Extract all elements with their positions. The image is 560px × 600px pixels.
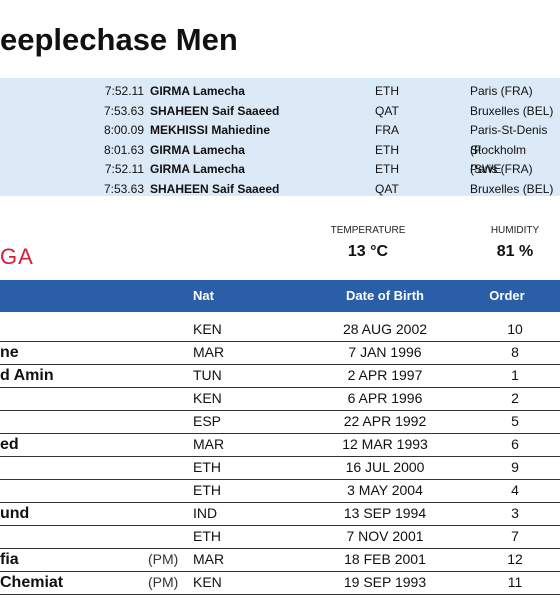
- date-of-birth: 18 FEB 2001: [344, 551, 426, 567]
- record-row: 7:52.11 GIRMA Lamecha ETH Paris (FRA): [0, 82, 560, 102]
- temperature-label: TEMPERATURE: [330, 225, 406, 236]
- humidity: 81 %: [496, 243, 534, 260]
- record-time: 8:00.09: [103, 123, 144, 137]
- record-row: 8:01.63 GIRMA Lamecha ETH Stockholm (SWE: [0, 141, 560, 177]
- record-row: 7:53.63 SHAHEEN Saif Saaeed QAT Bruxelles (…: [0, 180, 560, 200]
- table-row: ne MAR 7 JAN 1996 8: [0, 341, 560, 365]
- pm-flag: (PM): [148, 551, 179, 567]
- record-name: SHAHEEN Saif Saaeed: [150, 181, 280, 196]
- column-header: Date of Birth: [346, 288, 424, 303]
- temperature: 13 °C: [347, 243, 389, 260]
- record-nat: ETH: [375, 142, 399, 157]
- nationality: ETH: [193, 459, 221, 475]
- order: 2: [511, 390, 519, 406]
- table-row: KEN 6 APR 1996 2: [0, 387, 560, 411]
- date-of-birth: 2 APR 1997: [347, 367, 423, 383]
- table-row: ESP 22 APR 1992 5: [0, 410, 560, 434]
- order: 10: [507, 321, 523, 337]
- table-row: ed MAR 12 MAR 1993 6: [0, 433, 560, 457]
- table-row: KEN 28 AUG 2002 10: [0, 318, 560, 342]
- table-row: ETH 3 MAY 2004 4: [0, 479, 560, 503]
- nationality: ETH: [193, 482, 221, 498]
- athlete-name: ne: [0, 344, 19, 361]
- order: 9: [511, 459, 519, 475]
- record-name: MEKHISSI Mahiedine: [150, 123, 271, 137]
- date-of-birth: 7 NOV 2001: [346, 528, 424, 544]
- record-nat: ETH: [375, 162, 399, 176]
- record-place: Stockholm (SWE: [470, 142, 527, 177]
- record-place: Bruxelles (BEL): [470, 181, 554, 196]
- athlete-name: fia: [0, 551, 19, 568]
- athlete-name: ed: [0, 436, 19, 453]
- record-time: 8:01.63: [103, 142, 144, 157]
- table-row: ETH 16 JUL 2000 9: [0, 456, 560, 480]
- record-time: 7:53.63: [103, 181, 144, 196]
- nationality: MAR: [193, 436, 225, 452]
- athlete-name: Chemiat: [0, 574, 64, 591]
- record-name: SHAHEEN Saif Saaeed: [150, 103, 280, 118]
- order: 6: [511, 436, 519, 452]
- date-of-birth: 28 AUG 2002: [342, 321, 428, 337]
- nationality: ETH: [193, 528, 221, 544]
- record-row: 8:00.09 MEKHISSI Mahiedine FRA Paris-St-Den…: [0, 121, 560, 157]
- record-name: GIRMA Lamecha: [150, 142, 245, 157]
- order: 8: [511, 344, 519, 360]
- table-row: fia (PM) MAR 18 FEB 2001 12: [0, 548, 560, 572]
- table-row: ETH 7 NOV 2001 7: [0, 525, 560, 549]
- record-place: Paris (FRA): [470, 162, 533, 176]
- records-box: 7:52.11 GIRMA Lamecha ETH Paris (FRA) 7:53.6…: [0, 78, 560, 196]
- record-time: 7:52.11: [104, 162, 144, 176]
- record-nat: ETH: [375, 84, 399, 98]
- nationality: KEN: [193, 321, 222, 337]
- order: 12: [507, 551, 523, 567]
- date-of-birth: 12 MAR 1993: [342, 436, 428, 452]
- nationality: KEN: [193, 390, 222, 406]
- order: 4: [511, 482, 519, 498]
- record-place: Paris-St-Denis (F: [470, 123, 548, 157]
- order: 5: [511, 413, 519, 429]
- record-row: 7:53.63 SHAHEEN Saif Saaeed QAT Bruxelles (…: [0, 102, 560, 122]
- athlete-name: und: [0, 505, 30, 522]
- record-row: 7:52.11 GIRMA Lamecha ETH Paris (FRA): [0, 160, 560, 180]
- date-of-birth: 13 SEP 1994: [343, 505, 427, 521]
- record-nat: QAT: [375, 103, 399, 118]
- nationality: IND: [193, 505, 218, 521]
- date-of-birth: 19 SEP 1993: [343, 574, 427, 590]
- record-place: Bruxelles (BEL): [470, 103, 554, 118]
- date-of-birth: 16 JUL 2000: [345, 459, 425, 475]
- table-row: und IND 13 SEP 1994 3: [0, 502, 560, 526]
- nationality: KEN: [193, 574, 222, 590]
- order: 3: [511, 505, 519, 521]
- humidity-label: HUMIDITY: [490, 225, 540, 236]
- table-row: Chemiat (PM) KEN 19 SEP 1993 11: [0, 571, 560, 595]
- date-of-birth: 7 JAN 1996: [348, 344, 422, 360]
- table-header: Nat Date of Birth Order: [0, 280, 560, 312]
- record-place: Paris (FRA): [470, 84, 533, 98]
- record-name: GIRMA Lamecha: [150, 84, 245, 98]
- table-row: d Amin TUN 2 APR 1997 1: [0, 364, 560, 388]
- logo: GA: [0, 244, 34, 269]
- nationality: ESP: [193, 413, 222, 429]
- record-nat: QAT: [375, 181, 399, 196]
- date-of-birth: 3 MAY 2004: [347, 482, 423, 498]
- nationality: MAR: [193, 344, 225, 360]
- order: 7: [511, 528, 519, 544]
- nationality: MAR: [193, 551, 225, 567]
- order: 11: [507, 574, 523, 590]
- record-time: 7:53.63: [103, 103, 144, 118]
- pm-flag: (PM): [148, 574, 179, 590]
- date-of-birth: 6 APR 1996: [347, 390, 423, 406]
- title: eeplechase Men: [0, 22, 238, 57]
- column-header: Nat: [193, 288, 214, 303]
- record-time: 7:52.11: [104, 84, 144, 98]
- record-name: GIRMA Lamecha: [150, 162, 245, 176]
- order: 1: [511, 367, 519, 383]
- date-of-birth: 22 APR 1992: [343, 413, 427, 429]
- column-header: Order: [489, 288, 525, 303]
- nationality: TUN: [193, 367, 222, 383]
- record-nat: FRA: [375, 123, 399, 137]
- athlete-name: d Amin: [0, 367, 54, 384]
